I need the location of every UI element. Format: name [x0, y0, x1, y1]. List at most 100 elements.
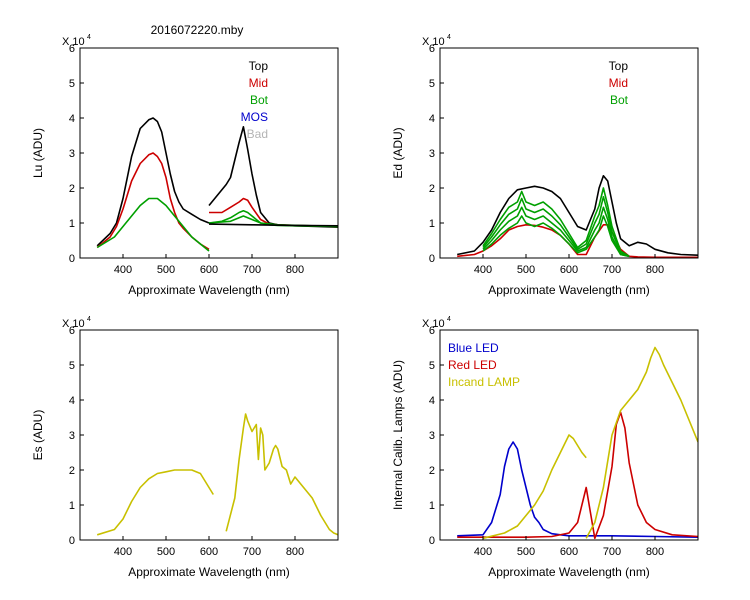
- series-line-lu-7: [208, 223, 338, 227]
- series-line-lu-0: [96, 117, 210, 247]
- x-tick-label: 700: [243, 264, 261, 276]
- y-tick-label: 5: [429, 78, 435, 90]
- y-tick-label: 3: [429, 430, 435, 442]
- y-tick-label: 3: [69, 148, 75, 160]
- legend-entry-bad: Bad: [247, 127, 268, 141]
- legend-entry-mid: Mid: [609, 76, 628, 90]
- x-tick-label: 600: [200, 264, 218, 276]
- y-tick-label: 0: [429, 253, 435, 265]
- series-group: [96, 413, 338, 536]
- series-group: [457, 175, 698, 258]
- series-line-lamps-3: [585, 346, 698, 539]
- y-exponent-label: X 10: [422, 36, 445, 48]
- y-tick-label: 0: [69, 253, 75, 265]
- x-tick-label: 400: [114, 264, 132, 276]
- x-tick-label: 600: [200, 546, 218, 558]
- y-tick-label: 1: [429, 218, 435, 230]
- y-tick-label: 1: [69, 500, 75, 512]
- x-tick-label: 600: [560, 546, 578, 558]
- x-tick-label: 800: [286, 546, 304, 558]
- series-line-ed-3: [482, 196, 630, 258]
- y-tick-label: 0: [69, 535, 75, 547]
- x-tick-label: 500: [157, 264, 175, 276]
- y-tick-label: 0: [429, 535, 435, 547]
- legend-entry-mos: MOS: [241, 110, 268, 124]
- x-tick-label: 500: [157, 546, 175, 558]
- x-tick-label: 400: [474, 546, 492, 558]
- y-exponent-power: 4: [447, 316, 451, 323]
- y-exponent-label: X 10: [62, 318, 85, 330]
- y-tick-label: 4: [429, 395, 435, 407]
- y-tick-label: 2: [69, 465, 75, 477]
- series-group: [457, 346, 698, 540]
- series-group: [96, 117, 338, 252]
- series-line-es-1: [225, 413, 338, 536]
- x-axis-label: Approximate Wavelength (nm): [488, 283, 650, 297]
- x-tick-label: 500: [517, 546, 535, 558]
- legend-entry-bot: Bot: [610, 93, 629, 107]
- legend-entry-bot: Bot: [250, 93, 269, 107]
- series-line-lamps-1: [457, 411, 698, 540]
- y-tick-label: 3: [69, 430, 75, 442]
- series-line-ed-5: [482, 215, 630, 258]
- x-tick-label: 400: [114, 546, 132, 558]
- series-line-ed-4: [482, 206, 630, 258]
- x-tick-label: 700: [243, 546, 261, 558]
- y-tick-label: 6: [69, 325, 75, 337]
- y-tick-label: 6: [429, 43, 435, 55]
- x-tick-label: 800: [646, 546, 664, 558]
- legend-entry-incand-lamp: Incand LAMP: [448, 375, 520, 389]
- series-line-lu-2: [96, 197, 210, 252]
- y-tick-label: 5: [69, 360, 75, 372]
- series-line-lu-1: [96, 152, 210, 250]
- y-axis-label: Ed (ADU): [391, 127, 405, 178]
- y-tick-label: 4: [69, 395, 75, 407]
- y-tick-label: 4: [429, 113, 435, 125]
- y-tick-label: 5: [69, 78, 75, 90]
- y-axis-label: Es (ADU): [31, 410, 45, 461]
- y-tick-label: 2: [69, 183, 75, 195]
- y-tick-label: 2: [429, 465, 435, 477]
- series-line-lamps-2: [482, 434, 587, 540]
- legend-entry-red-led: Red LED: [448, 358, 497, 372]
- series-line-ed-2: [482, 187, 630, 257]
- x-tick-label: 800: [646, 264, 664, 276]
- y-tick-label: 1: [69, 218, 75, 230]
- y-tick-label: 6: [69, 43, 75, 55]
- figure-title: 2016072220.mby: [151, 23, 244, 37]
- y-tick-label: 2: [429, 183, 435, 195]
- x-tick-label: 500: [517, 264, 535, 276]
- x-axis-label: Approximate Wavelength (nm): [128, 565, 290, 579]
- x-tick-label: 400: [474, 264, 492, 276]
- y-tick-label: 6: [429, 325, 435, 337]
- legend-entry-mid: Mid: [249, 76, 268, 90]
- y-tick-label: 1: [429, 500, 435, 512]
- x-tick-label: 700: [603, 264, 621, 276]
- legend-entry-top: Top: [249, 59, 269, 73]
- y-exponent-label: X 10: [62, 36, 85, 48]
- x-axis-label: Approximate Wavelength (nm): [128, 283, 290, 297]
- series-line-ed-0: [457, 175, 698, 256]
- series-line-es-0: [96, 469, 214, 536]
- y-tick-label: 5: [429, 360, 435, 372]
- y-exponent-label: X 10: [422, 318, 445, 330]
- x-axis-label: Approximate Wavelength (nm): [488, 565, 650, 579]
- y-tick-label: 4: [69, 113, 75, 125]
- y-axis-label: Internal Calib. Lamps (ADU): [391, 360, 405, 510]
- legend-entry-top: Top: [609, 59, 629, 73]
- y-exponent-power: 4: [87, 34, 91, 41]
- y-exponent-power: 4: [447, 34, 451, 41]
- x-tick-label: 800: [286, 264, 304, 276]
- y-exponent-power: 4: [87, 316, 91, 323]
- x-tick-label: 600: [560, 264, 578, 276]
- y-axis-label: Lu (ADU): [31, 128, 45, 178]
- x-tick-label: 700: [603, 546, 621, 558]
- y-tick-label: 3: [429, 148, 435, 160]
